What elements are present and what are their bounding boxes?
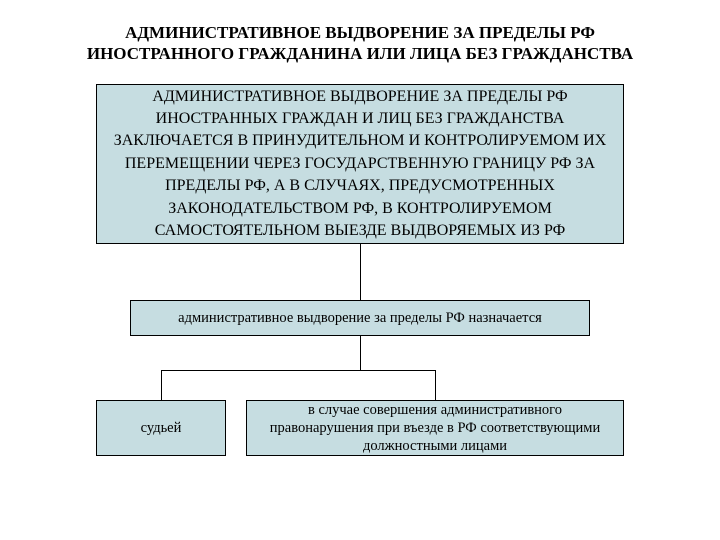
page-title: АДМИНИСТРАТИВНОЕ ВЫДВОРЕНИЕ ЗА ПРЕДЕЛЫ Р… xyxy=(50,22,670,65)
officials-text: в случае совершения административного пр… xyxy=(257,401,613,455)
connector-to-officials xyxy=(435,370,436,400)
judge-text: судьей xyxy=(141,420,182,437)
connector-def-to-assign xyxy=(360,244,361,300)
officials-box: в случае совершения административного пр… xyxy=(246,400,624,456)
definition-text: АДМИНИСТРАТИВНОЕ ВЫДВОРЕНИЕ ЗА ПРЕДЕЛЫ Р… xyxy=(107,86,613,243)
assigned-by-text: административное выдворение за пределы Р… xyxy=(178,310,542,327)
connector-assign-down xyxy=(360,336,361,370)
definition-box: АДМИНИСТРАТИВНОЕ ВЫДВОРЕНИЕ ЗА ПРЕДЕЛЫ Р… xyxy=(96,84,624,244)
judge-box: судьей xyxy=(96,400,226,456)
connector-branch-horizontal xyxy=(161,370,435,371)
connector-to-judge xyxy=(161,370,162,400)
assigned-by-box: административное выдворение за пределы Р… xyxy=(130,300,590,336)
